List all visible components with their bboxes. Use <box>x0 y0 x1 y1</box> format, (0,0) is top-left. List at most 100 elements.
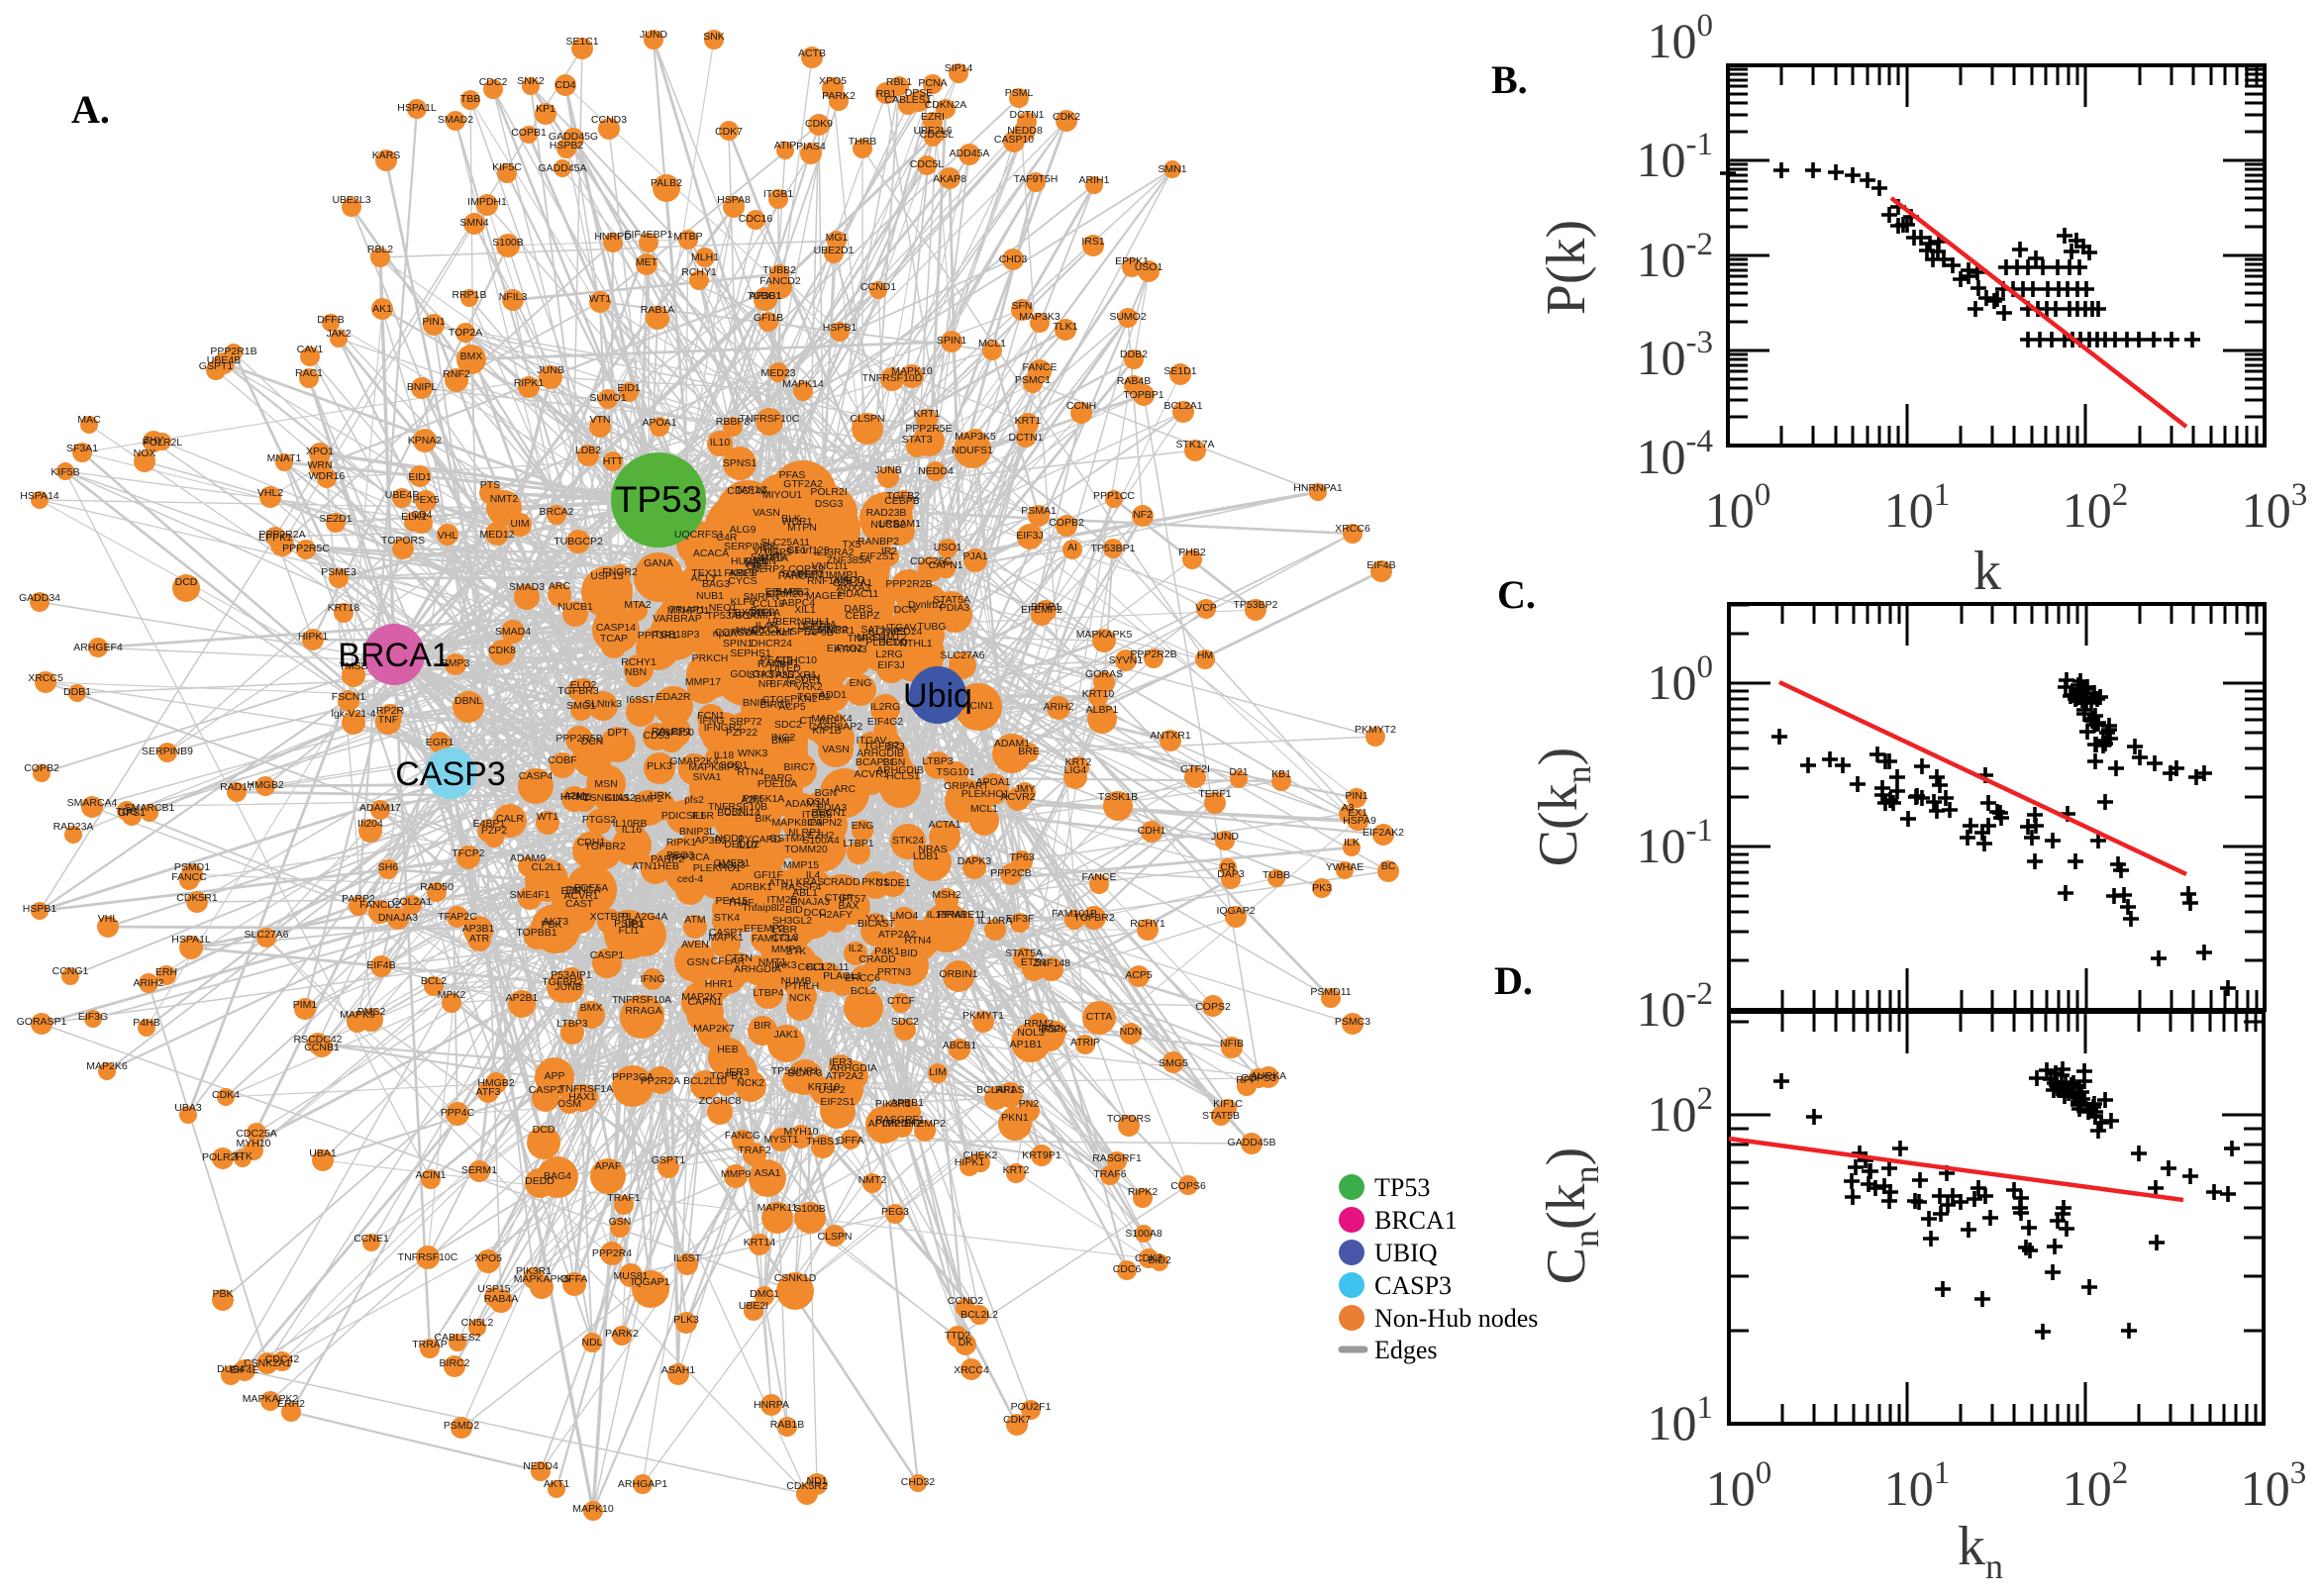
svg-text:PIP5K1A: PIP5K1A <box>743 793 785 805</box>
svg-text:10-2: 10-2 <box>1637 976 1714 1037</box>
svg-text:TP53: TP53 <box>615 479 702 520</box>
svg-text:PFAS: PFAS <box>779 469 806 481</box>
svg-text:C1orf123: C1orf123 <box>786 545 829 556</box>
svg-text:PPMRE11: PPMRE11 <box>938 909 985 921</box>
svg-text:CDK7: CDK7 <box>715 126 743 138</box>
svg-text:k: k <box>1973 541 2001 602</box>
svg-text:JUNB: JUNB <box>555 981 581 993</box>
svg-text:PIM1: PIM1 <box>293 999 318 1011</box>
svg-text:UQCRFS1: UQCRFS1 <box>674 529 724 541</box>
svg-text:VTN: VTN <box>590 414 611 426</box>
svg-text:STAT3: STAT3 <box>901 434 932 446</box>
svg-text:BCL2A1: BCL2A1 <box>1163 400 1202 412</box>
svg-text:MIYOU1: MIYOU1 <box>762 489 802 501</box>
svg-text:GANA: GANA <box>644 557 673 569</box>
svg-text:CCNE1: CCNE1 <box>354 1233 389 1245</box>
svg-text:ACTB: ACTB <box>798 48 826 59</box>
svg-text:PLEC1: PLEC1 <box>865 637 898 648</box>
svg-text:A.: A. <box>71 87 110 132</box>
svg-text:A2M: A2M <box>563 790 585 802</box>
svg-text:TP53INP1: TP53INP1 <box>771 1065 820 1077</box>
svg-text:RRP1B: RRP1B <box>452 289 486 301</box>
svg-text:GSN: GSN <box>687 956 710 968</box>
svg-text:AP1B1: AP1B1 <box>1010 1039 1043 1050</box>
svg-text:Banp: Banp <box>751 605 775 617</box>
svg-text:HNRPA: HNRPA <box>754 1399 789 1411</box>
svg-text:IL16: IL16 <box>622 824 643 836</box>
svg-text:DUS4: DUS4 <box>217 1363 245 1375</box>
svg-text:TAF9B: TAF9B <box>802 627 834 639</box>
svg-text:STK24: STK24 <box>892 835 924 847</box>
svg-text:ZCCHC8: ZCCHC8 <box>699 1095 742 1107</box>
svg-text:BRCA1: BRCA1 <box>338 637 450 674</box>
svg-text:PRIM1: PRIM1 <box>798 569 830 581</box>
svg-text:HM: HM <box>1197 649 1213 661</box>
svg-text:HHR1: HHR1 <box>705 978 734 990</box>
svg-text:TUBB2: TUBB2 <box>762 264 796 276</box>
svg-text:CDC25A: CDC25A <box>236 1128 276 1140</box>
svg-text:BMP2: BMP2 <box>635 793 663 805</box>
svg-text:HSPB2: HSPB2 <box>550 140 584 151</box>
svg-text:RAD23B: RAD23B <box>866 507 907 519</box>
svg-text:ITGB8: ITGB8 <box>802 809 833 821</box>
svg-text:PJA1: PJA1 <box>962 550 987 562</box>
svg-text:BCAP31: BCAP31 <box>856 756 895 768</box>
svg-text:AP2B1: AP2B1 <box>506 992 539 1004</box>
svg-text:TGFBR2: TGFBR2 <box>1073 912 1115 924</box>
svg-text:ZNF148: ZNF148 <box>1033 957 1070 969</box>
svg-text:JAK1: JAK1 <box>773 1029 798 1041</box>
svg-text:ATN1: ATN1 <box>768 877 794 889</box>
svg-text:DAP3: DAP3 <box>1217 868 1245 880</box>
svg-text:PEX5: PEX5 <box>413 494 440 506</box>
svg-text:FCN1: FCN1 <box>697 710 725 722</box>
svg-text:DCD: DCD <box>533 1124 556 1136</box>
svg-text:ZHY: ZHY <box>144 435 164 447</box>
svg-text:CASP1: CASP1 <box>590 949 625 961</box>
svg-text:ZNF350: ZNF350 <box>656 727 694 739</box>
svg-text:SMN1: SMN1 <box>1158 163 1186 175</box>
svg-text:USP2: USP2 <box>818 1084 846 1096</box>
svg-text:EGR1: EGR1 <box>426 737 454 748</box>
svg-text:DBNL: DBNL <box>454 695 482 707</box>
svg-text:KP1: KP1 <box>536 103 556 115</box>
svg-text:PLEKHO1: PLEKHO1 <box>693 862 742 874</box>
svg-text:FNGR2: FNGR2 <box>602 566 638 578</box>
svg-text:RSCDC42: RSCDC42 <box>293 1034 342 1046</box>
svg-text:BLK: BLK <box>781 513 801 525</box>
svg-text:STK3: STK3 <box>749 669 774 681</box>
svg-text:SPNS1: SPNS1 <box>723 457 758 469</box>
svg-text:KRT2: KRT2 <box>1065 756 1092 768</box>
svg-text:GFI1F: GFI1F <box>754 869 783 881</box>
svg-text:STAT5A: STAT5A <box>933 594 970 606</box>
svg-text:IFNGR2: IFNGR2 <box>704 722 743 734</box>
svg-text:RBBP8: RBBP8 <box>716 416 751 428</box>
svg-text:GOLGA3: GOLGA3 <box>730 668 772 680</box>
svg-text:POLR2L: POLR2L <box>143 437 182 449</box>
svg-text:C4R: C4R <box>716 532 737 544</box>
svg-text:BC: BC <box>1381 860 1396 872</box>
svg-text:HMGB2: HMGB2 <box>247 779 284 791</box>
svg-text:UIM: UIM <box>510 518 529 530</box>
svg-text:NOD1: NOD1 <box>715 833 744 845</box>
svg-text:PPP2R5E: PPP2R5E <box>905 423 952 435</box>
svg-text:TUBGCP2: TUBGCP2 <box>554 536 603 548</box>
svg-text:CASP3: CASP3 <box>395 755 506 793</box>
svg-text:CSDE1: CSDE1 <box>786 674 821 686</box>
svg-text:BCL2L11: BCL2L11 <box>806 961 849 973</box>
svg-text:NUB1: NUB1 <box>696 590 724 602</box>
svg-text:CTCF: CTCF <box>887 995 915 1007</box>
svg-text:UBERNPUL1: UBERNPUL1 <box>767 616 830 628</box>
svg-text:BFAR: BFAR <box>769 678 797 690</box>
svg-text:PZP2: PZP2 <box>481 825 507 837</box>
svg-text:EID1: EID1 <box>617 382 641 394</box>
svg-text:FLI1: FLI1 <box>618 925 639 937</box>
svg-text:PPP3R1: PPP3R1 <box>638 630 677 642</box>
svg-text:CPT1A: CPT1A <box>803 619 837 631</box>
svg-text:CLSPN: CLSPN <box>850 413 884 425</box>
svg-text:ENG: ENG <box>850 677 872 689</box>
svg-text:ATRIP: ATRIP <box>1070 1037 1100 1048</box>
svg-text:ADD1: ADD1 <box>819 689 847 701</box>
svg-text:IL6R: IL6R <box>692 810 715 822</box>
svg-text:DCC: DCC <box>804 907 827 919</box>
svg-text:DDB1: DDB1 <box>63 686 91 698</box>
